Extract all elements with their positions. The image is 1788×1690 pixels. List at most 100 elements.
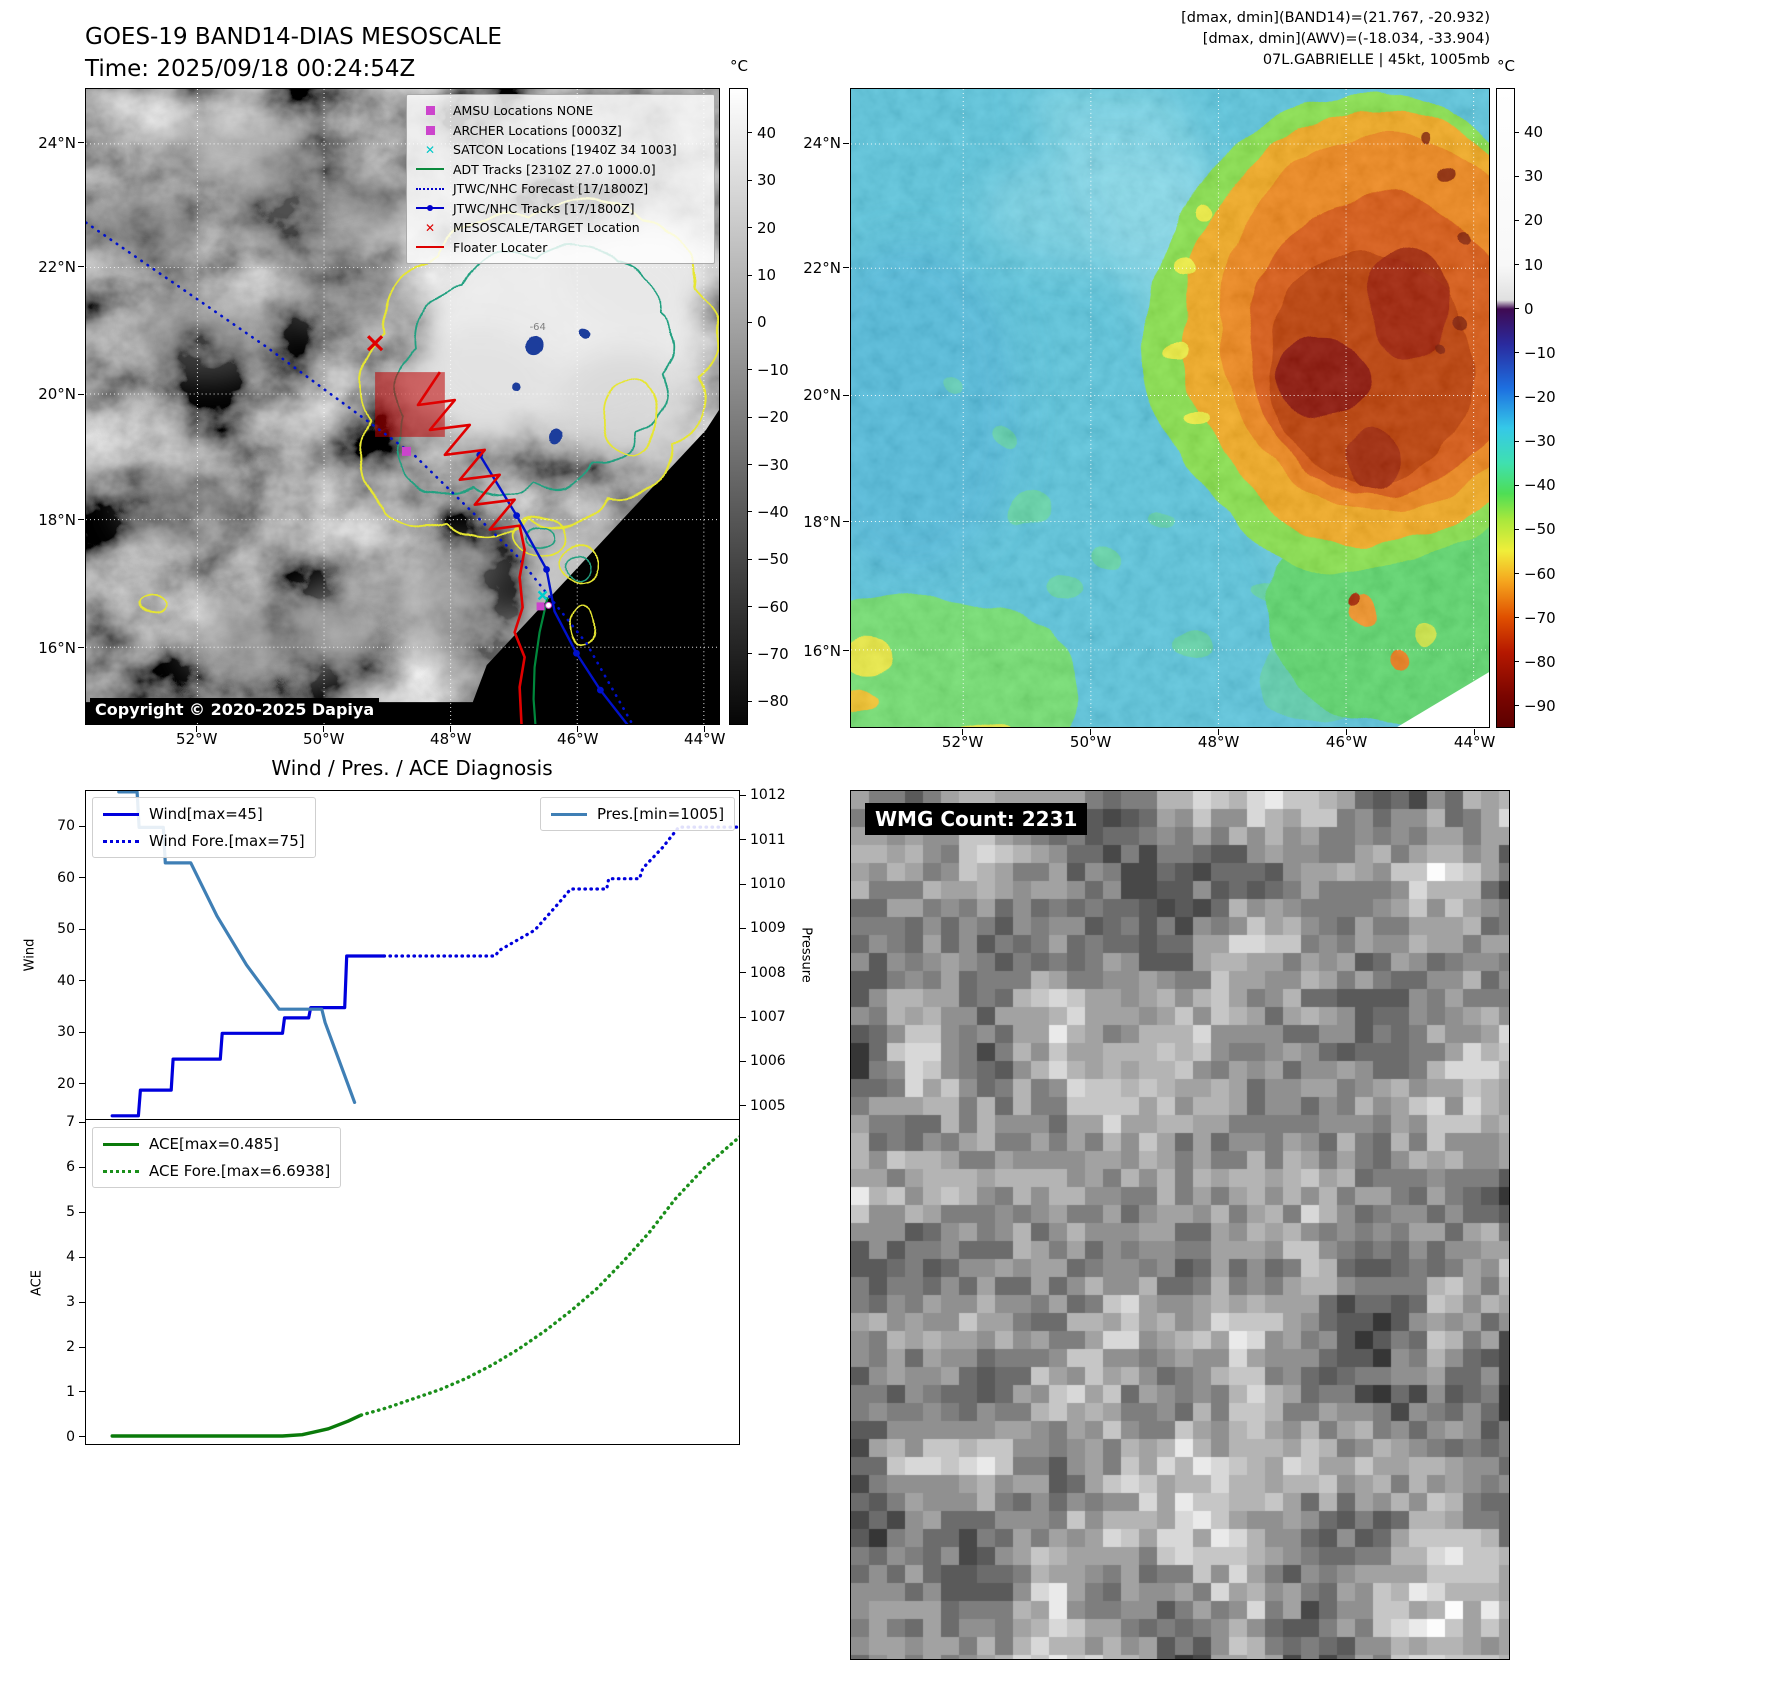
legend-item: Wind Fore.[max=75] (103, 832, 305, 850)
tick-mark (79, 877, 85, 879)
legend-item-label: AMSU Locations NONE (453, 103, 594, 119)
colorbar-tick-label: −40 (757, 502, 789, 521)
storm-info: [dmax, dmin](BAND14)=(21.767, -20.932) [… (1181, 8, 1490, 71)
adt-track (532, 597, 549, 724)
y-tick-label: 30 (57, 1024, 75, 1041)
tick-mark (740, 1060, 746, 1062)
tick-mark (79, 980, 85, 982)
wind-line-swatch (103, 812, 139, 816)
lat-tick-label: 16°N (38, 638, 76, 657)
scan-edge (86, 409, 719, 724)
latlon-grid (851, 89, 1489, 727)
y-tick-label: 70 (57, 818, 75, 835)
legend-item: ✕ MESOSCALE/TARGET Location (413, 218, 708, 238)
legend-item: ✕ SATCON Locations [1940Z 34 1003] (413, 140, 708, 160)
tick-mark (78, 519, 84, 521)
colorbar-tick-label: 40 (1524, 123, 1544, 142)
legend-item: AMSU Locations NONE (413, 101, 708, 121)
tick-mark (78, 266, 84, 268)
tick-mark (748, 132, 752, 134)
tick-mark (748, 653, 752, 655)
colorbar-tick-label: −70 (1524, 608, 1556, 627)
legend-item: Floater Locater (413, 238, 708, 258)
legend-item: ARCHER Locations [0003Z] (413, 121, 708, 141)
tick-mark (79, 1301, 85, 1303)
colorbar-tick-label: 20 (757, 218, 777, 237)
y-tick-label: 1011 (750, 831, 786, 848)
ace-line-swatch (103, 1142, 139, 1146)
tick-mark (748, 558, 752, 560)
wind-legend-label: Wind[max=45] (149, 805, 263, 823)
y-tick-label: 1010 (750, 876, 786, 893)
tick-mark (79, 1211, 85, 1213)
lon-tick-label: 44°W (684, 730, 726, 748)
lon-tick-label: 46°W (1325, 733, 1368, 751)
colorbar-tick-label: −20 (1524, 387, 1556, 406)
tick-mark (748, 227, 752, 229)
series-Wind Fore.[max=75] (382, 825, 739, 958)
lon-tick-label: 52°W (941, 733, 984, 751)
pressure-axis-label: Pressure (798, 927, 814, 983)
tick-mark (1515, 175, 1519, 177)
dmax-band14-label: [dmax, dmin](BAND14)=(21.767, -20.932) (1181, 10, 1490, 26)
colorbar-tick-label: −10 (757, 360, 789, 379)
tick-mark (1515, 308, 1519, 310)
wind-forecast-legend-label: Wind Fore.[max=75] (149, 832, 305, 850)
legend-item: Wind[max=45] (103, 805, 305, 823)
pressure-line-swatch (551, 812, 587, 816)
y-tick-label: 1 (66, 1383, 75, 1400)
tick-mark (1218, 729, 1220, 735)
ace-legend: ACE[max=0.485] ACE Fore.[max=6.6938] (92, 1127, 342, 1188)
lon-tick-label: 50°W (1069, 733, 1112, 751)
tick-mark (843, 394, 849, 396)
y-tick-label: 1006 (750, 1053, 786, 1070)
tick-mark (740, 794, 746, 796)
square-marker-icon (413, 125, 447, 135)
tick-mark (740, 839, 746, 841)
y-tick-label: 50 (57, 921, 75, 938)
y-tick-label: 1008 (750, 964, 786, 981)
jtwc-forecast-track (86, 221, 634, 724)
legend-item-label: ARCHER Locations [0003Z] (453, 122, 622, 138)
tick-mark (79, 1121, 85, 1123)
map-legend: AMSU Locations NONE ARCHER Locations [000… (406, 94, 715, 264)
tick-mark (78, 647, 84, 649)
dotted-marker-icon (413, 187, 447, 190)
colorbar-tick-label: −50 (1524, 520, 1556, 539)
legend-item-label: ADT Tracks [2310Z 27.0 1000.0] (453, 161, 656, 177)
tick-mark (740, 883, 746, 885)
tick-mark (748, 511, 752, 513)
colorbar-tick-label: −30 (757, 455, 789, 474)
x-marker-icon: ✕ (424, 142, 436, 157)
lat-tick-label: 20°N (38, 385, 76, 403)
tick-mark (1515, 352, 1519, 354)
y-tick-label: 7 (66, 1114, 75, 1131)
awv-map-graphic (851, 89, 1489, 727)
colorbar-tick-label: 20 (1524, 211, 1544, 230)
tick-mark (1515, 396, 1519, 398)
tick-mark (1515, 264, 1519, 266)
lon-tick-label: 48°W (1197, 733, 1240, 751)
storm-id-label: 07L.GABRIELLE | 45kt, 1005mb (1262, 52, 1490, 68)
wmg-pixel-image (851, 791, 1509, 1659)
y-tick-label: 0 (66, 1428, 75, 1445)
tick-mark (1515, 573, 1519, 575)
colorbar-tick-label: −10 (1524, 343, 1556, 362)
lon-tick-label: 50°W (303, 730, 345, 748)
colorbar-tick-label: −30 (1524, 432, 1556, 451)
lon-tick-label: 48°W (430, 730, 472, 748)
colorbar-tick-label: −50 (757, 550, 789, 569)
colorbar-tick-label: −90 (1524, 696, 1556, 715)
tick-mark (740, 972, 746, 974)
colorbar-tick-label: 0 (1524, 299, 1534, 318)
colorbar-tick-label: −60 (757, 597, 789, 616)
lon-tick-label: 46°W (557, 730, 599, 748)
colorbar-tick-label: −70 (757, 644, 789, 663)
diagnosis-title: Wind / Pres. / ACE Diagnosis (271, 756, 553, 780)
legend-item: ACE[max=0.485] (103, 1135, 330, 1153)
legend-item: JTWC/NHC Forecast [17/1800Z] (413, 179, 708, 199)
tick-mark (748, 464, 752, 466)
y-tick-label: 1007 (750, 1009, 786, 1026)
lat-tick-label: 22°N (803, 258, 841, 277)
